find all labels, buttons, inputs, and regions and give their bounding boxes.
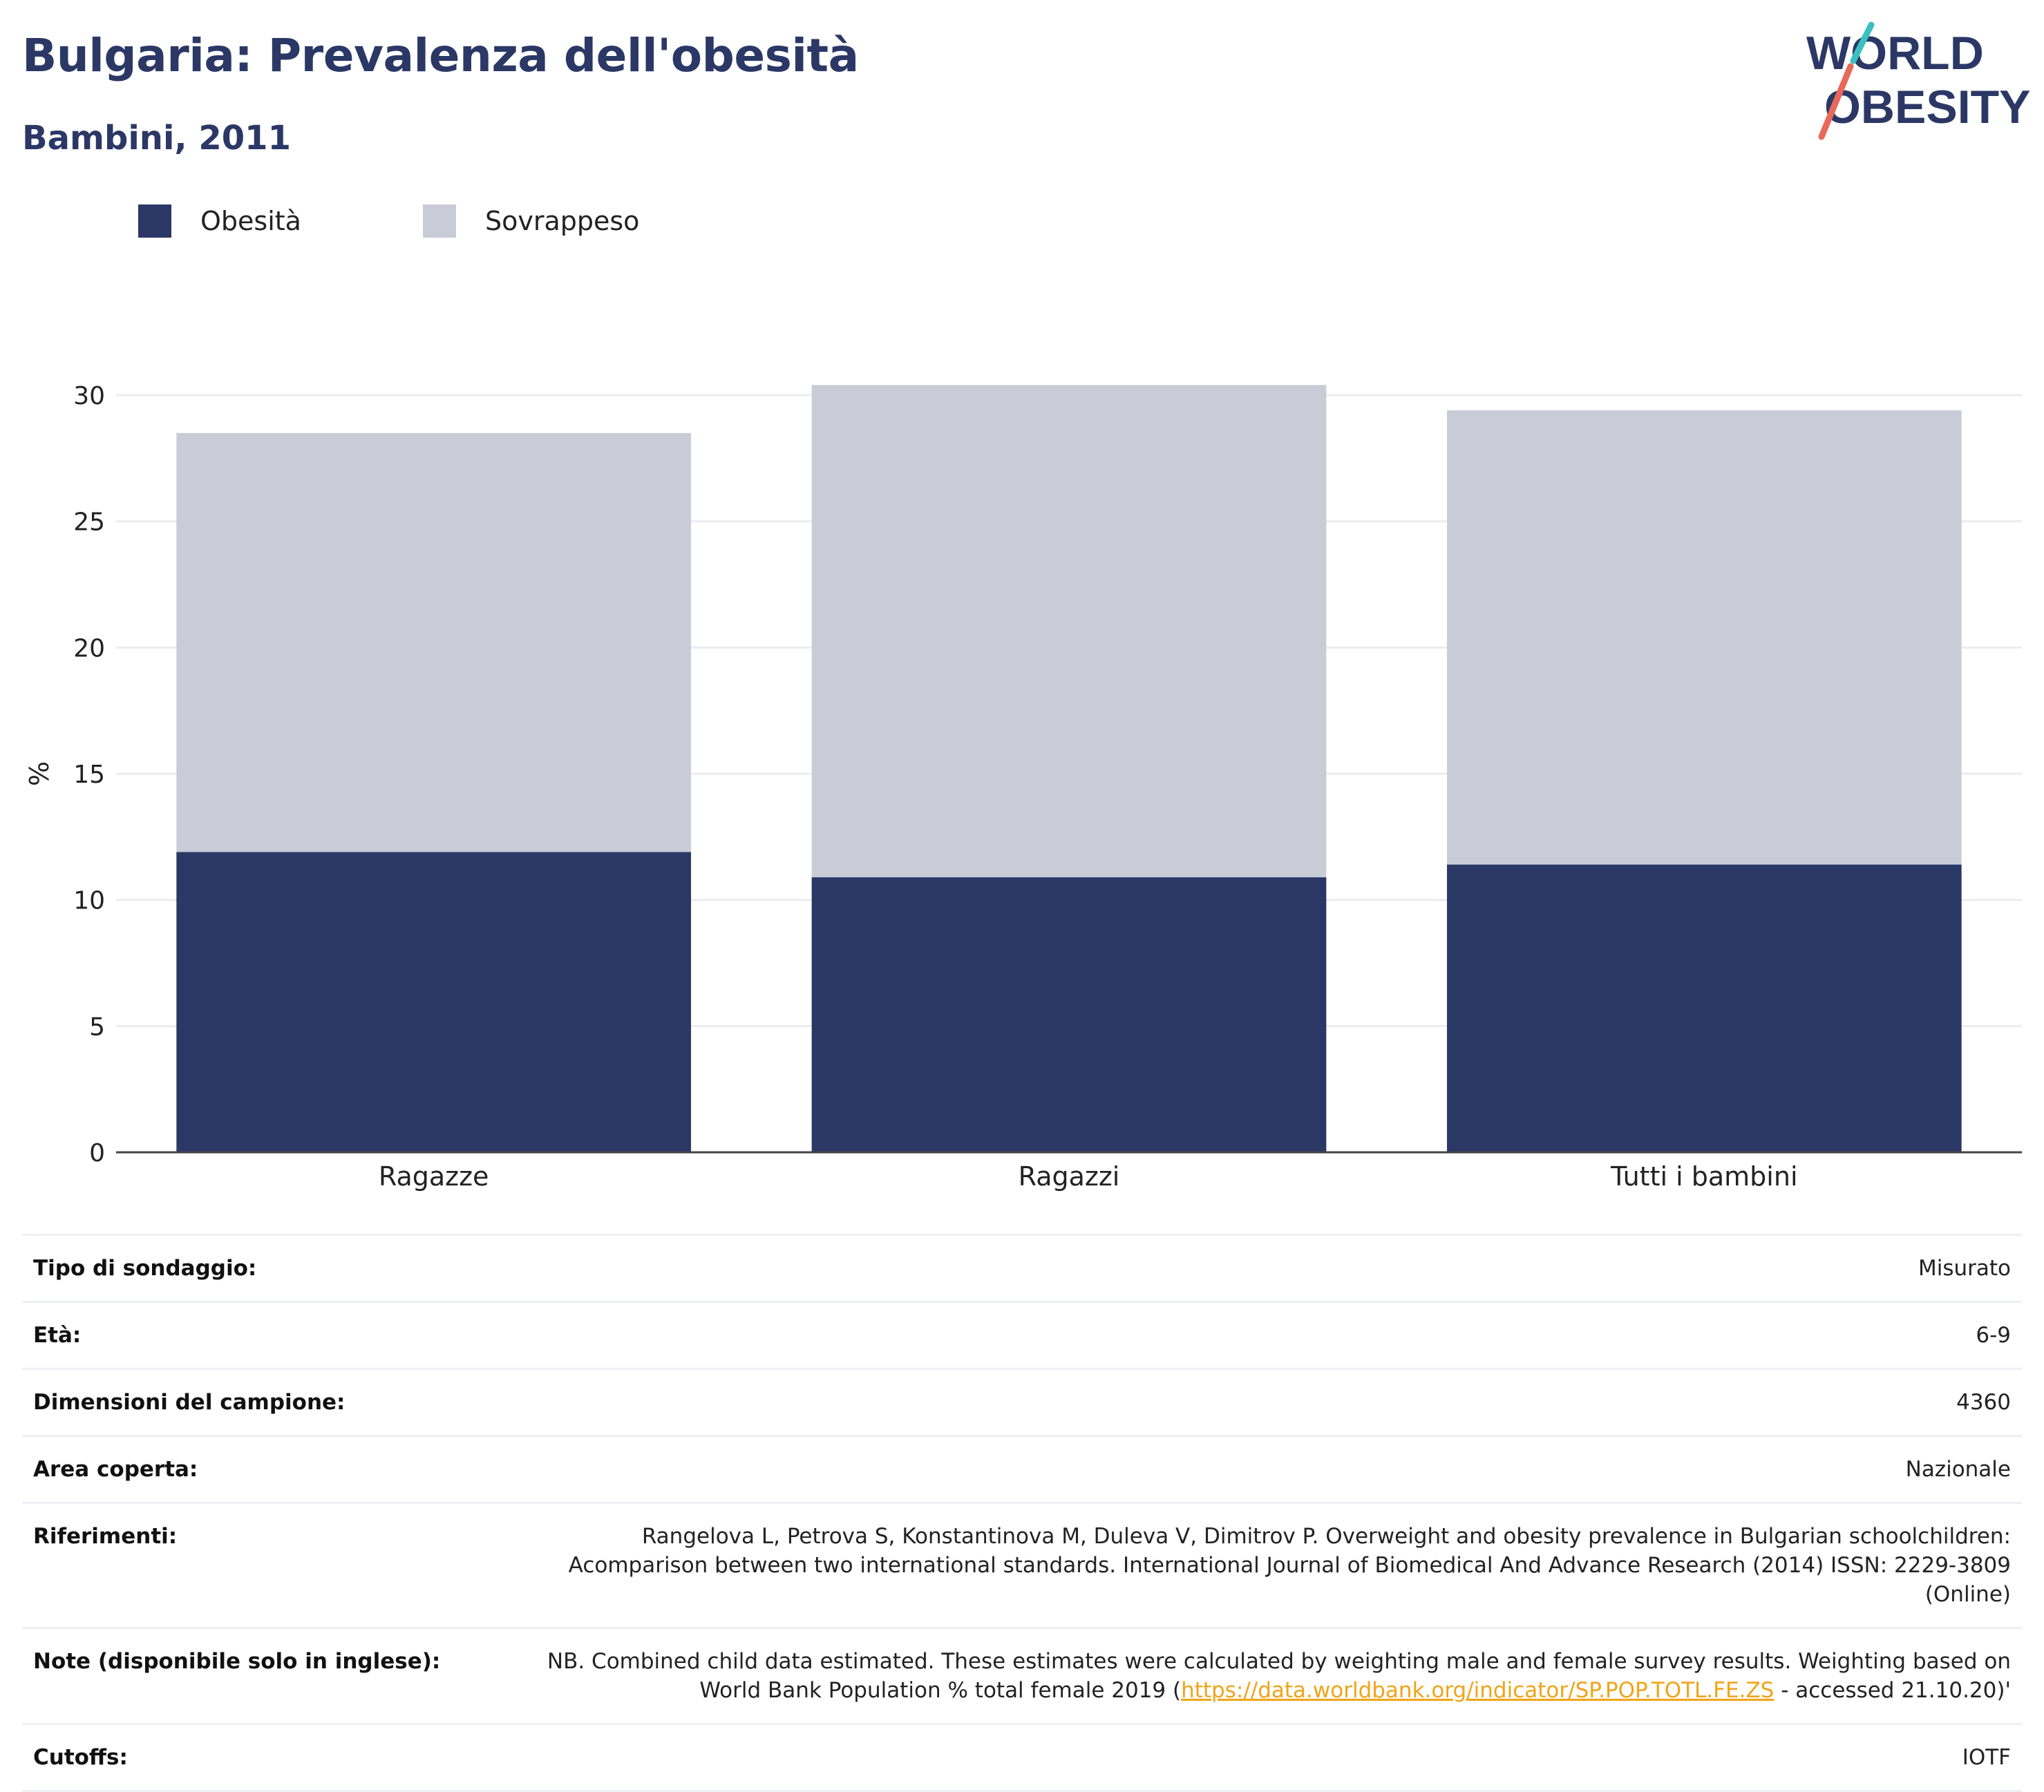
y-tick-label: 5 — [89, 1013, 105, 1041]
world-obesity-logo: WORLD OBESITY — [1806, 21, 2031, 140]
meta-value: NB. Combined child data estimated. These… — [517, 1647, 2011, 1705]
meta-key: Tipo di sondaggio: — [33, 1256, 257, 1281]
meta-key: Età: — [33, 1323, 82, 1348]
meta-key: Note (disponibile solo in inglese): — [33, 1649, 441, 1674]
worldbank-link[interactable]: https://data.worldbank.org/indicator/SP.… — [1181, 1678, 1775, 1703]
logo-line2: OBESITY — [1824, 81, 2031, 133]
meta-row-sample-size: Dimensioni del campione: 4360 — [22, 1368, 2022, 1435]
metadata-table: Tipo di sondaggio: Misurato Età: 6-9 Dim… — [22, 1234, 2022, 1792]
logo-line1: WORLD — [1806, 27, 1984, 79]
meta-key: Dimensioni del campione: — [33, 1390, 346, 1415]
meta-row-age: Età: 6-9 — [22, 1301, 2022, 1368]
legend-swatch-obesita — [138, 204, 171, 238]
y-tick-label: 10 — [73, 887, 105, 915]
bar-sovrappeso — [176, 432, 691, 852]
meta-value: 6-9 — [1976, 1323, 2011, 1348]
legend-label-sovrappeso: Sovrappeso — [485, 206, 640, 236]
chart-title: Bulgaria: Prevalenza dell'obesità — [22, 29, 859, 82]
notes-text-after: - accessed 21.10.20)' — [1774, 1678, 2011, 1703]
logo-slash-coral — [1818, 63, 1854, 140]
meta-row-survey-type: Tipo di sondaggio: Misurato — [22, 1234, 2022, 1301]
meta-value: IOTF — [1962, 1745, 2011, 1770]
x-tick-label: Ragazzi — [1019, 1161, 1120, 1192]
x-tick-label: Tutti i bambini — [1610, 1161, 1797, 1192]
legend-label-obesita: Obesità — [200, 206, 301, 236]
meta-value: Misurato — [1918, 1256, 2011, 1281]
meta-row-cutoffs: Cutoffs: IOTF — [22, 1723, 2022, 1792]
bar-obesita — [1447, 864, 1962, 1152]
meta-key: Riferimenti: — [33, 1524, 178, 1549]
meta-key: Cutoffs: — [33, 1745, 128, 1770]
y-axis-label: % — [24, 761, 55, 786]
y-tick-label: 0 — [89, 1139, 105, 1167]
meta-row-area: Area coperta: Nazionale — [22, 1435, 2022, 1502]
y-tick-label: 30 — [73, 382, 105, 410]
meta-value: Nazionale — [1905, 1457, 2011, 1482]
chart-subtitle: Bambini, 2011 — [22, 119, 291, 158]
meta-value: Rangelova L, Petrova S, Konstantinova M,… — [568, 1524, 2011, 1607]
y-tick-label: 15 — [73, 761, 105, 789]
meta-row-notes: Note (disponibile solo in inglese): NB. … — [22, 1627, 2022, 1723]
logo-slash-teal — [1850, 21, 1875, 64]
legend-swatch-sovrappeso — [423, 204, 456, 238]
meta-key: Area coperta: — [33, 1457, 198, 1482]
meta-row-references: Riferimenti: Rangelova L, Petrova S, Kon… — [22, 1502, 2022, 1627]
y-tick-label: 25 — [73, 508, 105, 537]
x-tick-label: Ragazze — [379, 1161, 489, 1192]
bar-obesita — [811, 877, 1327, 1152]
stacked-bar-chart: 0 5 10 15 20 25 30 Ragazze Ragazzi Tutti i bambin… — [24, 382, 2022, 1192]
notes-text-before: NB. Combined child data estimated. These… — [547, 1649, 2011, 1703]
y-tick-label: 20 — [73, 634, 105, 663]
meta-value: 4360 — [1956, 1390, 2011, 1415]
bar-sovrappeso — [1447, 410, 1962, 865]
bar-obesita — [176, 852, 691, 1152]
bar-sovrappeso — [811, 385, 1327, 877]
